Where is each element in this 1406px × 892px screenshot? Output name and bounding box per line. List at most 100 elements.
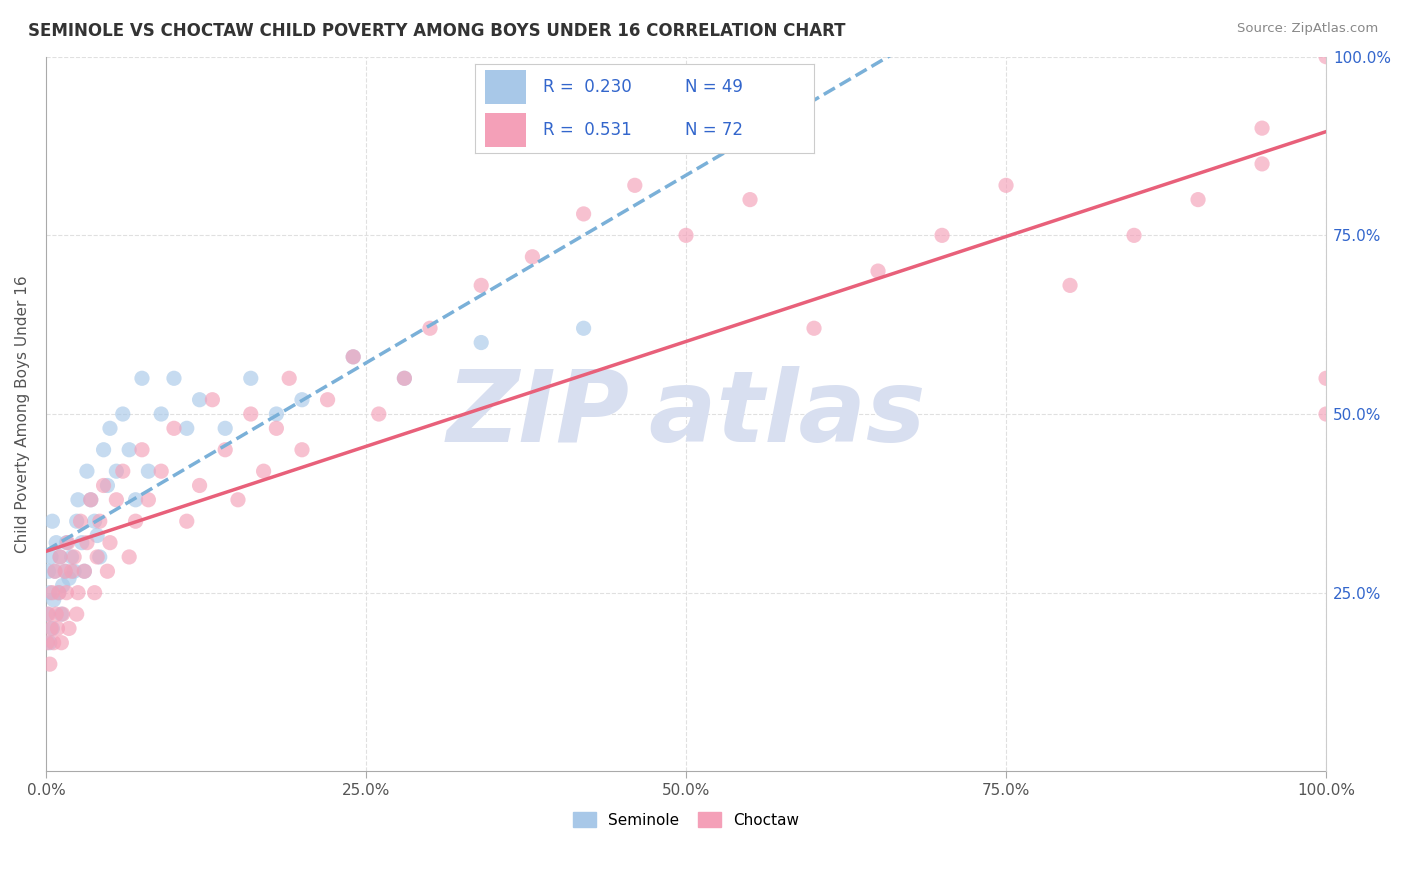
Point xyxy=(51,636,73,650)
Point xyxy=(1059,278,1081,293)
Point xyxy=(163,371,186,385)
Point xyxy=(118,549,141,564)
Point xyxy=(83,585,105,599)
Point xyxy=(60,564,83,578)
Point xyxy=(214,442,236,457)
Point xyxy=(96,478,118,492)
Point xyxy=(80,492,103,507)
Point xyxy=(49,549,72,564)
Point xyxy=(73,564,96,578)
Point xyxy=(1315,407,1337,421)
Point xyxy=(738,193,761,207)
Point xyxy=(291,392,314,407)
Point xyxy=(93,442,115,457)
Point xyxy=(98,421,121,435)
Point xyxy=(572,207,595,221)
Point xyxy=(86,528,108,542)
Point xyxy=(138,464,160,478)
Point xyxy=(83,514,105,528)
Point xyxy=(150,464,173,478)
Point xyxy=(239,371,262,385)
Point xyxy=(89,514,111,528)
Point xyxy=(394,371,416,385)
Point xyxy=(118,442,141,457)
Point xyxy=(76,535,98,549)
Point xyxy=(70,535,93,549)
Point xyxy=(201,392,224,407)
Point xyxy=(675,228,697,243)
Point xyxy=(138,492,160,507)
Point xyxy=(1315,371,1337,385)
Point xyxy=(45,535,67,549)
Point xyxy=(55,585,77,599)
Point xyxy=(239,407,262,421)
Point xyxy=(419,321,441,335)
Point xyxy=(252,464,274,478)
Point xyxy=(69,514,91,528)
Point xyxy=(38,657,60,672)
Y-axis label: Child Poverty Among Boys Under 16: Child Poverty Among Boys Under 16 xyxy=(15,276,30,553)
Point xyxy=(41,514,63,528)
Point xyxy=(73,564,96,578)
Point xyxy=(56,535,79,549)
Point xyxy=(150,407,173,421)
Point xyxy=(98,535,121,549)
Text: Source: ZipAtlas.com: Source: ZipAtlas.com xyxy=(1237,22,1378,36)
Point xyxy=(58,571,80,585)
Point xyxy=(48,585,70,599)
Point xyxy=(63,549,86,564)
Point xyxy=(42,592,65,607)
Point xyxy=(111,464,134,478)
Point xyxy=(1251,157,1274,171)
Point xyxy=(1315,50,1337,64)
Point xyxy=(58,622,80,636)
Point xyxy=(1251,121,1274,136)
Point xyxy=(38,636,60,650)
Legend: Seminole, Choctaw: Seminole, Choctaw xyxy=(565,804,807,835)
Point xyxy=(131,371,153,385)
Point xyxy=(52,578,75,592)
Point xyxy=(96,564,118,578)
Point xyxy=(105,464,128,478)
Point xyxy=(44,564,66,578)
Point xyxy=(470,278,492,293)
Point xyxy=(522,250,544,264)
Point xyxy=(51,607,73,621)
Point xyxy=(86,549,108,564)
Point xyxy=(37,636,59,650)
Point xyxy=(803,321,825,335)
Point xyxy=(866,264,889,278)
Point xyxy=(39,622,62,636)
Point xyxy=(66,492,89,507)
Point xyxy=(42,636,65,650)
Point xyxy=(66,585,89,599)
Point xyxy=(124,492,146,507)
Point xyxy=(278,371,301,385)
Point xyxy=(995,178,1018,193)
Point xyxy=(63,564,86,578)
Point xyxy=(52,607,75,621)
Point xyxy=(37,607,59,621)
Point xyxy=(163,421,186,435)
Point xyxy=(38,564,60,578)
Point xyxy=(188,392,211,407)
Point xyxy=(48,585,70,599)
Point xyxy=(394,371,416,385)
Point xyxy=(342,350,364,364)
Point xyxy=(60,549,83,564)
Point xyxy=(66,607,89,621)
Point xyxy=(41,585,63,599)
Point xyxy=(76,464,98,478)
Point xyxy=(80,492,103,507)
Point xyxy=(624,178,647,193)
Point xyxy=(572,321,595,335)
Point xyxy=(131,442,153,457)
Text: SEMINOLE VS CHOCTAW CHILD POVERTY AMONG BOYS UNDER 16 CORRELATION CHART: SEMINOLE VS CHOCTAW CHILD POVERTY AMONG … xyxy=(28,22,845,40)
Point xyxy=(45,607,67,621)
Point xyxy=(188,478,211,492)
Point xyxy=(93,478,115,492)
Point xyxy=(38,585,60,599)
Point xyxy=(291,442,314,457)
Point xyxy=(44,564,66,578)
Point xyxy=(931,228,953,243)
